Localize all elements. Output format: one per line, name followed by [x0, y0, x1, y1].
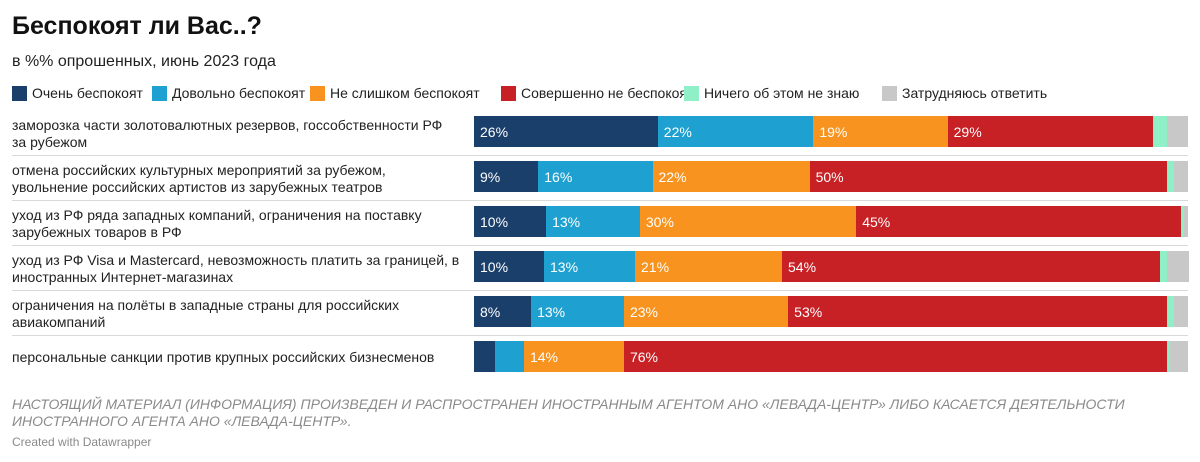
data-label: 13%	[550, 259, 579, 275]
legend-label: Затрудняюсь ответить	[902, 85, 1048, 101]
data-label: 26%	[480, 124, 509, 140]
bar-segment	[813, 116, 949, 147]
bar-segment	[1166, 296, 1175, 327]
bar-segment	[1160, 251, 1168, 282]
legend-swatch	[684, 86, 699, 101]
bar-segment	[544, 251, 636, 282]
data-label: 76%	[629, 349, 658, 365]
legend-swatch	[12, 86, 27, 101]
bar-segment	[657, 116, 814, 147]
bar-segment	[474, 116, 659, 147]
bar-segment	[639, 206, 857, 237]
category-label: ограничения на полёты в западные страны …	[12, 297, 400, 330]
bar-segment	[474, 161, 539, 192]
bar-segment	[652, 161, 811, 192]
bar-segment	[1166, 116, 1189, 147]
data-label: 9%	[480, 169, 501, 185]
bar-segment	[1166, 161, 1175, 192]
data-label: 16%	[544, 169, 573, 185]
category-label: персональные санкции против крупных росс…	[12, 349, 435, 365]
row-divider	[12, 245, 1188, 246]
legend-swatch	[152, 86, 167, 101]
bar-segment	[474, 206, 547, 237]
bar-segment	[1167, 251, 1189, 282]
bar-segment	[1166, 341, 1171, 372]
data-label: 22%	[658, 169, 687, 185]
bar-segment	[635, 251, 783, 282]
legend-swatch	[501, 86, 516, 101]
legend-label: Не слишком беспокоят	[330, 85, 480, 101]
data-label: 13%	[537, 304, 566, 320]
legend-swatch	[882, 86, 897, 101]
data-label: 10%	[480, 214, 509, 230]
row-divider	[12, 335, 1188, 336]
bar-segment	[1173, 161, 1189, 192]
bar-segment	[474, 296, 532, 327]
row-divider	[12, 155, 1188, 156]
bar-segment	[623, 341, 1168, 372]
bar-segment	[1152, 116, 1168, 147]
bar-segment	[947, 116, 1154, 147]
bar-segment	[809, 161, 1168, 192]
bar-segment	[856, 206, 1182, 237]
chart-title: Беспокоят ли Вас..?	[12, 12, 262, 40]
data-label: 53%	[794, 304, 823, 320]
category-label: уход из РФ ряда западных компаний, огран…	[12, 207, 422, 240]
legend-label: Ничего об этом не знаю	[704, 85, 860, 101]
bar-segment	[474, 251, 545, 282]
data-label: 22%	[663, 124, 692, 140]
bar-segment	[1184, 206, 1189, 237]
data-label: 30%	[645, 214, 674, 230]
bar-segment	[1173, 296, 1189, 327]
bar-segment	[623, 296, 789, 327]
legend-label: Довольно беспокоят	[172, 85, 306, 101]
bar-segment	[782, 251, 1161, 282]
bar-segment	[538, 161, 653, 192]
bar-segment	[1170, 341, 1189, 372]
data-label: 13%	[552, 214, 581, 230]
bar-segment	[495, 341, 525, 372]
data-label: 29%	[953, 124, 982, 140]
data-label: 45%	[862, 214, 891, 230]
footnote: НАСТОЯЩИЙ МАТЕРИАЛ (ИНФОРМАЦИЯ) ПРОИЗВЕД…	[12, 396, 1125, 429]
category-label: заморозка части золотовалютных резервов,…	[12, 117, 443, 150]
chart-subtitle: в %% опрошенных, июнь 2023 года	[12, 53, 276, 70]
category-label: уход из РФ Visa и Mastercard, невозможно…	[12, 252, 460, 285]
legend-label: Совершенно не беспокоят	[521, 85, 694, 101]
chart-plot: заморозка части золотовалютных резервов,…	[0, 112, 1200, 382]
data-label: 50%	[815, 169, 844, 185]
data-label: 21%	[641, 259, 670, 275]
bar-segment	[531, 296, 625, 327]
bar-segment	[1180, 206, 1185, 237]
legend-label: Очень беспокоят	[32, 85, 143, 101]
data-label: 54%	[788, 259, 817, 275]
category-label: отмена российских культурных мероприятий…	[12, 162, 386, 195]
data-label: 10%	[480, 259, 509, 275]
row-divider	[12, 200, 1188, 201]
legend: Очень беспокоят Довольно беспокоят Не слиш…	[12, 84, 1192, 104]
legend-swatch	[310, 86, 325, 101]
bar-segment	[546, 206, 641, 237]
data-label: 8%	[480, 304, 501, 320]
bar-segment	[474, 341, 496, 372]
bar-segment	[788, 296, 1168, 327]
credit: Created with Datawrapper	[12, 435, 152, 449]
data-label: 19%	[819, 124, 848, 140]
data-label: 23%	[629, 304, 658, 320]
row-divider	[12, 290, 1188, 291]
data-label: 14%	[529, 349, 558, 365]
bar-segment	[523, 341, 625, 372]
